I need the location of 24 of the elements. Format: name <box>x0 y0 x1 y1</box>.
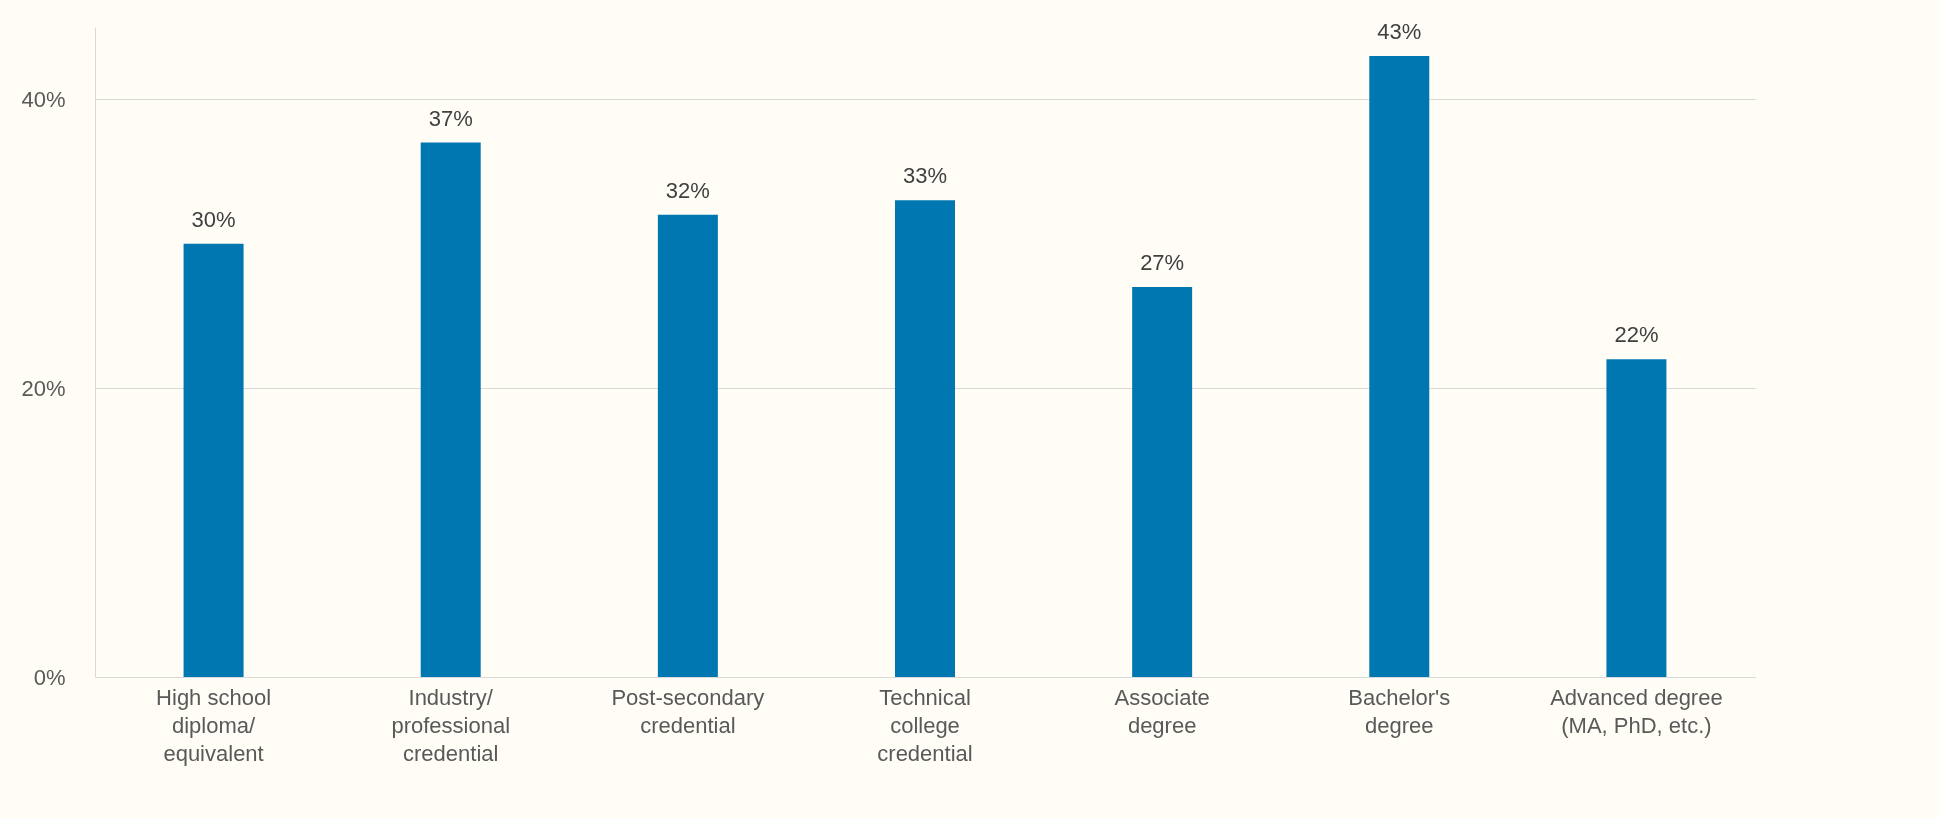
x-tick-label: Industry/ professional credential <box>391 684 511 766</box>
bar <box>657 214 718 677</box>
bar <box>183 243 244 677</box>
x-tick-label: Bachelor's degree <box>1348 684 1451 738</box>
data-label: 27% <box>1140 250 1185 275</box>
data-label: 43% <box>1377 18 1422 44</box>
bar <box>895 200 955 677</box>
y-tick-label: 20% <box>21 375 66 401</box>
data-label: 22% <box>1614 322 1659 348</box>
y-tick-label: 0% <box>33 664 66 690</box>
bar <box>1369 55 1430 677</box>
bar <box>1132 287 1193 677</box>
bar <box>1606 359 1667 677</box>
x-tick-label: Advanced degree (MA, PhD, etc.) <box>1550 684 1723 738</box>
data-label: 33% <box>902 163 948 189</box>
bar <box>420 142 481 677</box>
x-tick-label: Technical college credential <box>877 684 973 766</box>
x-tick-label: Post-secondary credential <box>611 684 765 738</box>
data-label: 30% <box>191 206 236 232</box>
data-label: 32% <box>665 177 710 203</box>
x-tick-label: High school diploma/ equivalent <box>156 684 272 766</box>
data-label: 37% <box>428 105 473 131</box>
y-tick-label: 40% <box>21 86 66 112</box>
x-tick-label: Associate degree <box>1114 684 1210 738</box>
